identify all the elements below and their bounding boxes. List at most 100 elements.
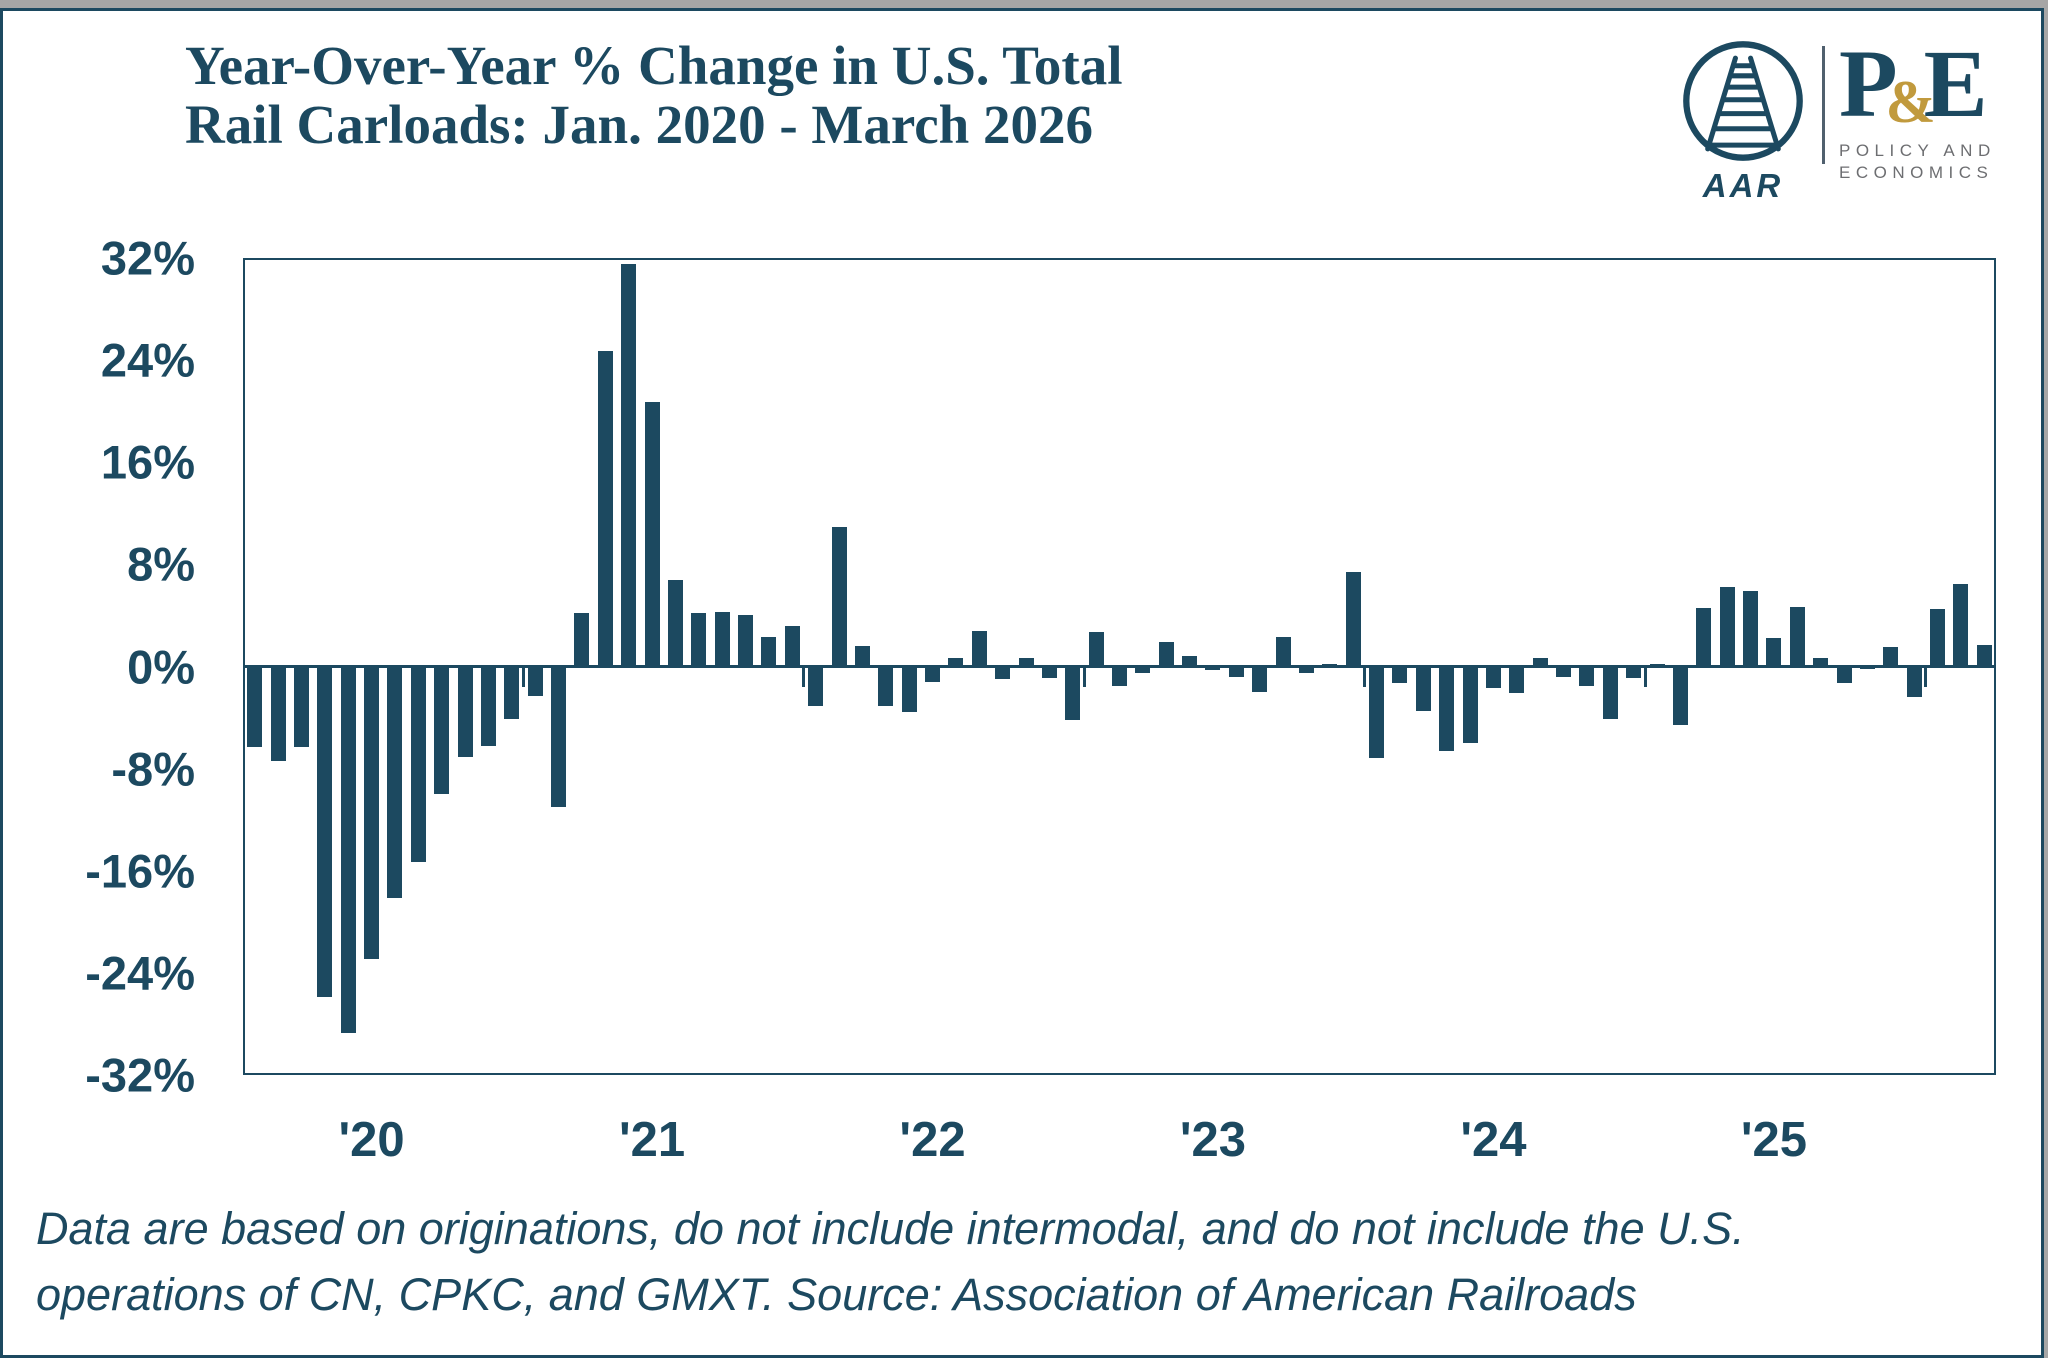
bar-feb-2024	[1392, 666, 1408, 684]
footnote: Data are based on originations, do not i…	[36, 1196, 2016, 1328]
pe-logo-e: E	[1923, 30, 1988, 137]
bar-sep-2023	[1275, 637, 1291, 667]
bar-mar-2022	[854, 646, 870, 667]
bar-chart-plot-area	[243, 258, 1996, 1075]
bar-mar-2026	[1976, 644, 1992, 667]
bar-mar-2025	[1696, 607, 1712, 667]
pe-logo-ampersand: &	[1885, 69, 1936, 135]
aar-railroad-icon	[1683, 41, 1803, 161]
bar-feb-2026	[1953, 583, 1969, 667]
x-axis-label-22: '22	[899, 1113, 966, 1167]
bar-may-2021	[621, 264, 637, 667]
bar-may-2020	[340, 666, 356, 1033]
bar-sep-2024	[1556, 666, 1572, 677]
bar-oct-2023	[1298, 666, 1314, 673]
year-boundary-tick	[1643, 666, 1647, 687]
bar-jun-2020	[364, 666, 380, 959]
bar-apr-2022	[878, 666, 894, 707]
bar-nov-2020	[480, 666, 496, 746]
x-axis-label-25: '25	[1740, 1113, 1808, 1167]
x-axis-label-21: '21	[618, 1113, 686, 1167]
bar-jan-2022	[808, 666, 824, 707]
y-axis-label-24: 24%	[100, 333, 195, 387]
bar-aug-2022	[971, 630, 987, 667]
bar-mar-2024	[1415, 666, 1431, 712]
bar-sep-2021	[714, 611, 730, 667]
bar-jul-2021	[667, 579, 683, 667]
aar-pe-logo: AAR P & E POLICY AND ECONOMICS	[1680, 30, 1996, 205]
y-axis-label-0: 0%	[127, 640, 195, 693]
bar-dec-2020	[504, 666, 520, 719]
bar-aug-2023	[1252, 666, 1268, 693]
y-axis-label--24: -24%	[85, 946, 195, 1000]
bar-feb-2025	[1672, 666, 1688, 726]
x-axis-label-23: '23	[1179, 1113, 1247, 1167]
chart-title: Year-Over-Year % Change in U.S. Total Ra…	[185, 36, 1123, 154]
bar-jul-2020	[387, 666, 403, 898]
footnote-line2: operations of CN, CPKC, and GMXT. Source…	[36, 1269, 1637, 1320]
bar-nov-2021	[761, 637, 777, 667]
bar-feb-2023	[1112, 666, 1127, 686]
bar-oct-2021	[738, 615, 754, 667]
bar-oct-2022	[1018, 657, 1034, 667]
year-boundary-tick	[1363, 666, 1367, 687]
bar-nov-2025	[1883, 647, 1899, 667]
bar-jul-2022	[948, 657, 964, 667]
bar-jul-2023	[1228, 666, 1244, 677]
bar-sep-2020	[434, 666, 450, 795]
bar-may-2025	[1743, 591, 1759, 667]
y-axis-label--16: -16%	[85, 844, 195, 898]
bar-nov-2024	[1602, 666, 1618, 719]
bar-apr-2021	[597, 351, 613, 667]
bar-may-2024	[1462, 666, 1478, 744]
bar-sep-2025	[1836, 666, 1852, 684]
bar-jun-2025	[1766, 638, 1782, 667]
bar-apr-2024	[1439, 666, 1455, 751]
bar-may-2022	[901, 666, 917, 713]
bar-feb-2020	[270, 666, 286, 761]
pe-logo-subtitle-line1: POLICY AND	[1839, 141, 1996, 160]
y-axis-label-32: 32%	[100, 231, 195, 285]
bar-feb-2021	[551, 666, 567, 807]
bar-jun-2024	[1485, 666, 1501, 689]
bar-mar-2023	[1135, 666, 1151, 673]
year-boundary-tick	[802, 666, 806, 687]
pe-logo-subtitle-line2: ECONOMICS	[1839, 163, 1994, 182]
bar-mar-2021	[574, 612, 590, 667]
bar-dec-2021	[784, 625, 800, 667]
bar-dec-2023	[1345, 572, 1361, 667]
logo-divider	[1822, 46, 1825, 164]
bar-apr-2025	[1719, 587, 1735, 667]
footnote-line1: Data are based on originations, do not i…	[36, 1203, 1745, 1254]
bar-aug-2025	[1813, 657, 1829, 667]
bar-nov-2022	[1041, 666, 1057, 678]
bar-may-2023	[1182, 656, 1198, 667]
y-axis-label--32: -32%	[85, 1048, 195, 1102]
y-axis-label-16: 16%	[100, 435, 195, 489]
bar-jun-2021	[644, 402, 660, 667]
bar-oct-2024	[1579, 666, 1595, 686]
bar-jan-2023	[1088, 632, 1104, 667]
year-boundary-tick	[521, 666, 525, 687]
bar-sep-2022	[995, 666, 1011, 680]
x-axis-label-20: '20	[338, 1113, 405, 1167]
bar-aug-2020	[410, 666, 426, 862]
bar-jan-2020	[247, 666, 263, 747]
x-axis-label-24: '24	[1460, 1113, 1527, 1167]
bar-dec-2025	[1906, 666, 1922, 698]
bar-jun-2023	[1205, 666, 1221, 671]
bar-mar-2020	[293, 666, 309, 747]
year-boundary-tick	[1924, 666, 1928, 687]
bar-oct-2020	[457, 666, 473, 758]
bar-dec-2022	[1065, 666, 1081, 721]
pe-logo: P & E POLICY AND ECONOMICS	[1839, 30, 1996, 184]
bar-aug-2024	[1532, 657, 1548, 667]
bar-aug-2021	[691, 612, 707, 667]
y-axis-label--8: -8%	[111, 742, 195, 796]
bar-feb-2022	[831, 527, 847, 667]
zero-axis-line	[245, 665, 1994, 668]
bar-jul-2025	[1789, 606, 1805, 667]
chart-title-line2: Rail Carloads: Jan. 2020 - March 2026	[185, 94, 1093, 155]
bar-apr-2023	[1158, 642, 1174, 667]
